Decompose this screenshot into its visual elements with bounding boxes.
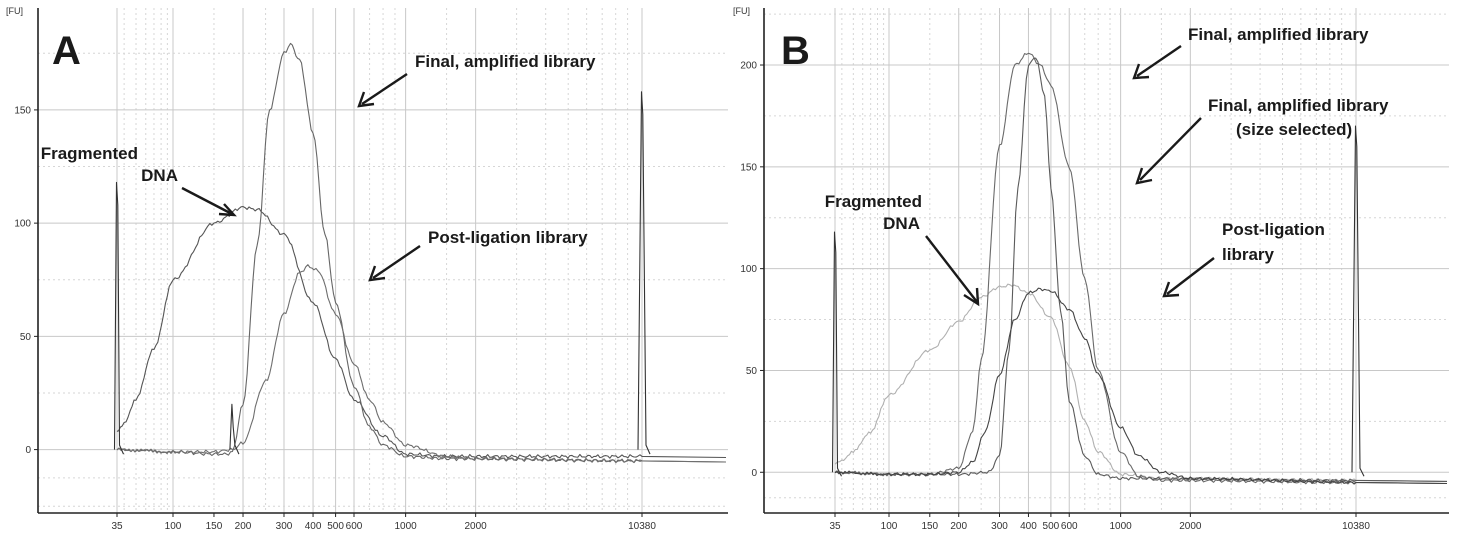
panel-b: 0 50 100 150 200 35 100 150 200 300 400 500 600 1000 2… [733, 6, 1449, 532]
panel-b-label-fragmented-line2: DNA [883, 214, 920, 233]
panel-a-y-tick-label: 50 [20, 332, 32, 343]
panel-b-y-tick-label: 150 [740, 162, 757, 173]
panel-b-arrowhead-final [1132, 63, 1150, 80]
panel-b-trace-3 [834, 57, 1448, 483]
panel-a-x-tick-label: 1000 [394, 521, 417, 532]
panel-a-x-tick-label: 200 [235, 521, 252, 532]
panel-b-x-tick-label: 300 [991, 521, 1008, 532]
panel-a-x-tick-label: 150 [206, 521, 223, 532]
panel-a-arrow-postlig [372, 245, 421, 279]
panel-a-marker-peak [637, 91, 651, 455]
panel-b-letter: B [781, 29, 810, 73]
panel-b-marker-peak [831, 231, 842, 477]
panel-a-trace-2 [116, 42, 727, 464]
panel-b-x-tick-label: 1000 [1109, 521, 1132, 532]
panel-a-x-tick-label: 500 [327, 521, 344, 532]
panel-a-arrowhead-final [357, 91, 375, 108]
panel-a-grid [38, 8, 728, 513]
panel-a-traces [113, 42, 727, 464]
panel-b-marker-peak [1351, 125, 1365, 477]
panel-b-arrow-final-sel [1139, 117, 1202, 181]
panel-b-arrowhead-postlig [1162, 281, 1180, 298]
panel-b-trace-1 [834, 283, 1448, 483]
panel-b-arrow-final [1136, 45, 1182, 77]
panel-b-ticks: 0 50 100 150 200 35 100 150 200 300 400 500 600 1000 2… [740, 61, 1370, 532]
panel-a-marker-peak [229, 403, 240, 455]
panel-b-arrowhead-fragmented [963, 287, 980, 307]
panel-b-label-final-sel-line1: Final, amplified library [1208, 96, 1389, 115]
panel-a-arrowhead-postlig [368, 265, 386, 282]
panel-a-trace-3 [116, 264, 727, 464]
panel-a-y-tick-label: 150 [14, 105, 31, 116]
panel-a-y-tick-label: 0 [25, 445, 31, 456]
panel-a: 0 50 100 150 35 100 150 200 300 400 500 600 1000 2000… [6, 6, 728, 532]
panel-a-axes [37, 8, 728, 514]
panel-a-x-tick-label: 600 [346, 521, 363, 532]
panel-b-axes [763, 8, 1449, 514]
panel-b-fu-label: [FU] [733, 6, 750, 16]
panel-b-x-tick-label: 200 [950, 521, 967, 532]
panel-b-x-tick-label: 100 [881, 521, 898, 532]
panel-a-x-tick-label: 10380 [628, 521, 656, 532]
panel-a-x-tick-label: 100 [165, 521, 182, 532]
panel-b-label-fragmented-line1: Fragmented [825, 192, 922, 211]
panel-a-arrow-final [361, 73, 408, 105]
panel-b-x-tick-label: 2000 [1179, 521, 1202, 532]
panel-a-x-tick-label: 400 [305, 521, 322, 532]
panel-b-grid [764, 8, 1449, 513]
panel-b-label-final: Final, amplified library [1188, 25, 1369, 44]
panel-b-x-tick-label: 35 [829, 521, 841, 532]
panel-a-x-tick-label: 35 [111, 521, 123, 532]
panel-b-y-tick-label: 0 [751, 468, 757, 479]
panel-b-arrowhead-final-sel [1135, 167, 1153, 185]
panel-b-x-tick-label: 400 [1020, 521, 1037, 532]
panel-b-label-postlig-line1: Post-ligation [1222, 220, 1325, 239]
panel-a-label-final: Final, amplified library [415, 52, 596, 71]
panel-a-label-postlig: Post-ligation library [428, 228, 588, 247]
panel-b-arrow-fragmented [925, 235, 978, 303]
panel-b-label-final-sel-line2: (size selected) [1236, 120, 1352, 139]
panel-b-x-tick-label: 500 [1043, 521, 1060, 532]
panel-b-trace-4 [834, 287, 1448, 485]
panel-b-y-tick-label: 50 [746, 366, 758, 377]
panel-a-arrow-fragmented [181, 186, 233, 216]
panel-a-arrowhead-fragmented [218, 203, 237, 217]
panel-a-label-fragmented-line1: Fragmented [41, 144, 138, 163]
panel-a-x-tick-label: 300 [276, 521, 293, 532]
panel-a-trace-1 [116, 205, 727, 459]
panel-a-label-fragmented-line2: DNA [141, 166, 178, 185]
panel-a-x-tick-label: 2000 [465, 521, 488, 532]
panel-a-ticks: 0 50 100 150 35 100 150 200 300 400 500 600 1000 2000… [14, 105, 656, 532]
panel-b-y-tick-label: 100 [740, 264, 757, 275]
panel-b-traces [831, 52, 1448, 485]
panel-a-fu-label: [FU] [6, 6, 23, 16]
panel-a-letter: A [52, 29, 81, 73]
panel-a-marker-peak [113, 181, 125, 455]
panel-b-label-postlig-line2: library [1222, 245, 1275, 264]
panel-b-arrow-postlig [1166, 257, 1215, 295]
panel-a-y-tick-label: 100 [14, 219, 31, 230]
panel-b-x-tick-label: 150 [921, 521, 938, 532]
panel-b-x-tick-label: 10380 [1342, 521, 1370, 532]
panel-b-x-tick-label: 600 [1061, 521, 1078, 532]
panel-b-y-tick-label: 200 [740, 61, 757, 72]
